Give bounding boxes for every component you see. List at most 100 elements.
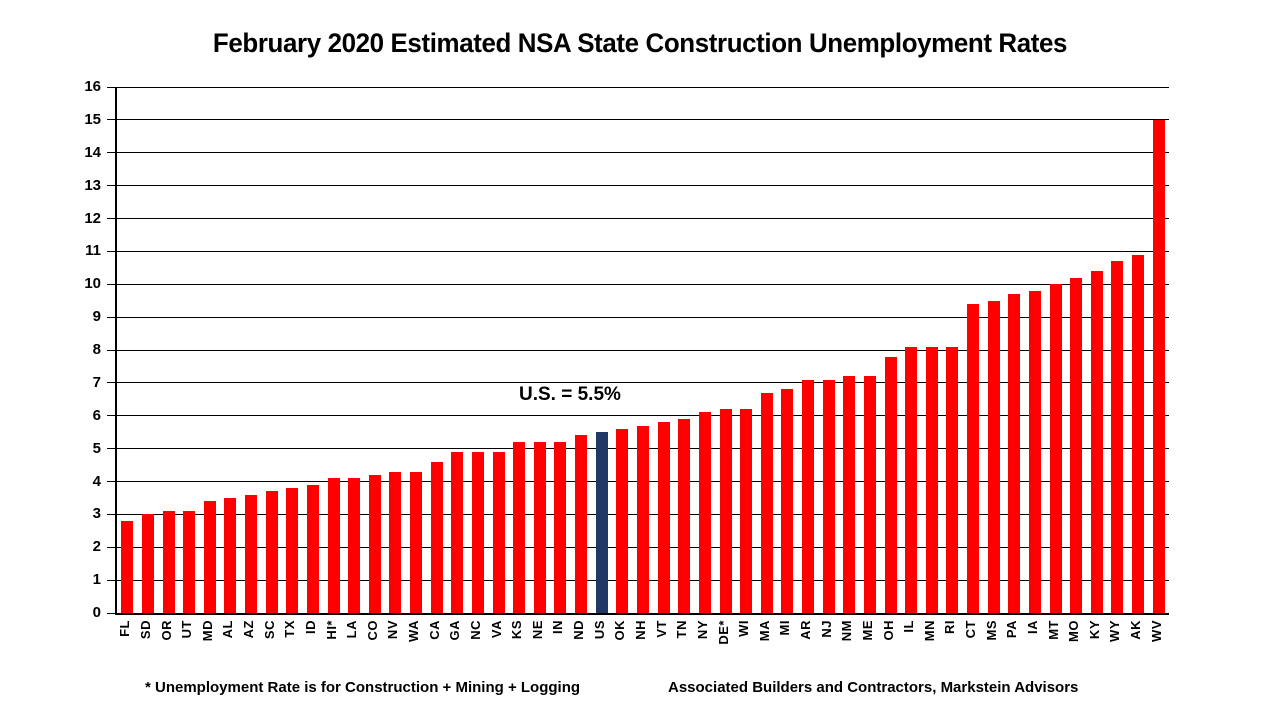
bar-MN xyxy=(925,346,938,613)
x-axis-label-AZ: AZ xyxy=(241,620,257,639)
x-axis-label-PA: PA xyxy=(1004,620,1020,639)
bar-SC xyxy=(265,491,278,613)
y-axis-label-8: 8 xyxy=(92,341,101,358)
x-axis-label-LA: LA xyxy=(344,620,360,639)
gridline-9 xyxy=(117,316,1169,318)
bar-MT xyxy=(1049,284,1062,613)
bar-WA xyxy=(410,471,423,613)
y-axis-label-6: 6 xyxy=(92,406,101,424)
x-axis-label-HI: HI* xyxy=(323,620,339,640)
bar-IA xyxy=(1028,290,1041,613)
y-tick-10 xyxy=(107,283,115,285)
x-axis-label-SC: SC xyxy=(261,620,277,640)
x-axis-label-AK: AK xyxy=(1128,620,1144,640)
bar-NE xyxy=(533,442,546,613)
bar-OK xyxy=(616,428,629,613)
gridline-7 xyxy=(117,382,1169,384)
gridline-13 xyxy=(117,185,1169,187)
y-axis-label-5: 5 xyxy=(92,439,101,457)
x-axis-label-VT: VT xyxy=(653,620,669,638)
bar-MA xyxy=(760,392,773,613)
x-axis-label-NE: NE xyxy=(529,620,545,640)
bar-OR xyxy=(162,511,175,613)
x-axis-label-NJ: NJ xyxy=(818,620,834,638)
x-axis-label-TN: TN xyxy=(674,620,690,639)
bar-WY xyxy=(1111,261,1124,613)
x-axis-label-GA: GA xyxy=(447,620,463,641)
bar-NV xyxy=(389,471,402,613)
bar-VT xyxy=(657,422,670,613)
y-tick-4 xyxy=(107,481,115,482)
bar-AL xyxy=(224,497,237,613)
bar-GA xyxy=(451,451,464,613)
gridline-10 xyxy=(117,283,1169,285)
x-axis-label-WA: WA xyxy=(406,620,422,642)
y-axis-label-15: 15 xyxy=(84,110,101,128)
bar-PA xyxy=(1008,294,1021,613)
footnote-asterisk: * Unemployment Rate is for Construction … xyxy=(145,679,581,696)
bar-MD xyxy=(203,501,216,613)
chart-title: February 2020 Estimated NSA State Constr… xyxy=(212,28,1068,58)
y-tick-1 xyxy=(107,579,115,581)
bar-CT xyxy=(967,303,980,613)
x-axis-label-SD: SD xyxy=(137,620,153,640)
y-tick-2 xyxy=(107,546,115,548)
x-axis-label-OK: OK xyxy=(612,620,628,641)
bar-LA xyxy=(348,478,361,613)
bar-TN xyxy=(678,419,691,613)
x-axis-label-AL: AL xyxy=(220,620,236,639)
bar-HI xyxy=(327,478,340,613)
x-axis-label-OH: OH xyxy=(880,620,896,641)
x-axis-label-ID: ID xyxy=(302,620,318,634)
x-axis-label-IL: IL xyxy=(901,620,917,633)
y-tick-14 xyxy=(107,152,115,154)
y-tick-8 xyxy=(107,349,115,351)
x-axis-label-DE: DE* xyxy=(715,620,731,645)
y-tick-13 xyxy=(107,185,115,187)
y-tick-9 xyxy=(107,316,115,318)
x-axis-label-NC: NC xyxy=(467,620,483,640)
bar-AK xyxy=(1132,254,1145,613)
x-axis-label-ME: ME xyxy=(859,620,875,641)
y-tick-3 xyxy=(107,513,115,515)
bar-TX xyxy=(286,488,299,613)
bar-WV xyxy=(1152,119,1165,613)
us-rate-annotation: U.S. = 5.5% xyxy=(519,384,621,405)
bar-MO xyxy=(1070,277,1083,613)
x-axis-label-RI: RI xyxy=(942,620,958,634)
bar-SD xyxy=(141,514,154,613)
bar-FL xyxy=(121,520,134,613)
gridline-11 xyxy=(117,250,1169,252)
y-tick-16 xyxy=(107,86,115,88)
x-axis-label-OR: OR xyxy=(158,620,174,641)
x-axis-label-TX: TX xyxy=(282,620,298,638)
bar-CO xyxy=(368,474,381,613)
y-tick-0 xyxy=(107,612,115,614)
y-axis-label-10: 10 xyxy=(84,275,101,293)
y-axis-label-11: 11 xyxy=(85,242,101,260)
bar-NH xyxy=(637,425,649,613)
y-axis-label-3: 3 xyxy=(92,505,101,523)
x-axis-label-AR: AR xyxy=(798,620,814,640)
x-axis-label-WI: WI xyxy=(736,620,752,637)
y-tick-15 xyxy=(107,119,115,121)
x-axis-label-NY: NY xyxy=(694,620,710,640)
bar-AZ xyxy=(245,494,258,613)
x-axis-label-NM: NM xyxy=(839,620,855,642)
x-axis-label-MA: MA xyxy=(756,620,772,642)
y-axis-label-16: 16 xyxy=(84,78,101,95)
x-axis-label-CO: CO xyxy=(364,620,380,641)
gridline-14 xyxy=(117,152,1169,154)
y-tick-5 xyxy=(107,448,115,450)
y-tick-7 xyxy=(107,382,115,384)
footnote-source: Associated Builders and Contractors, Mar… xyxy=(668,679,1079,696)
x-axis-label-FL: FL xyxy=(117,620,133,637)
y-axis-label-2: 2 xyxy=(92,538,101,556)
x-axis-label-IN: IN xyxy=(550,620,566,634)
y-axis-label-12: 12 xyxy=(84,209,101,227)
x-axis-label-US: US xyxy=(591,620,607,640)
bar-AR xyxy=(802,379,815,613)
x-axis-label-MO: MO xyxy=(1066,620,1082,642)
y-axis-label-13: 13 xyxy=(84,176,101,194)
gridline-6 xyxy=(117,415,1169,417)
